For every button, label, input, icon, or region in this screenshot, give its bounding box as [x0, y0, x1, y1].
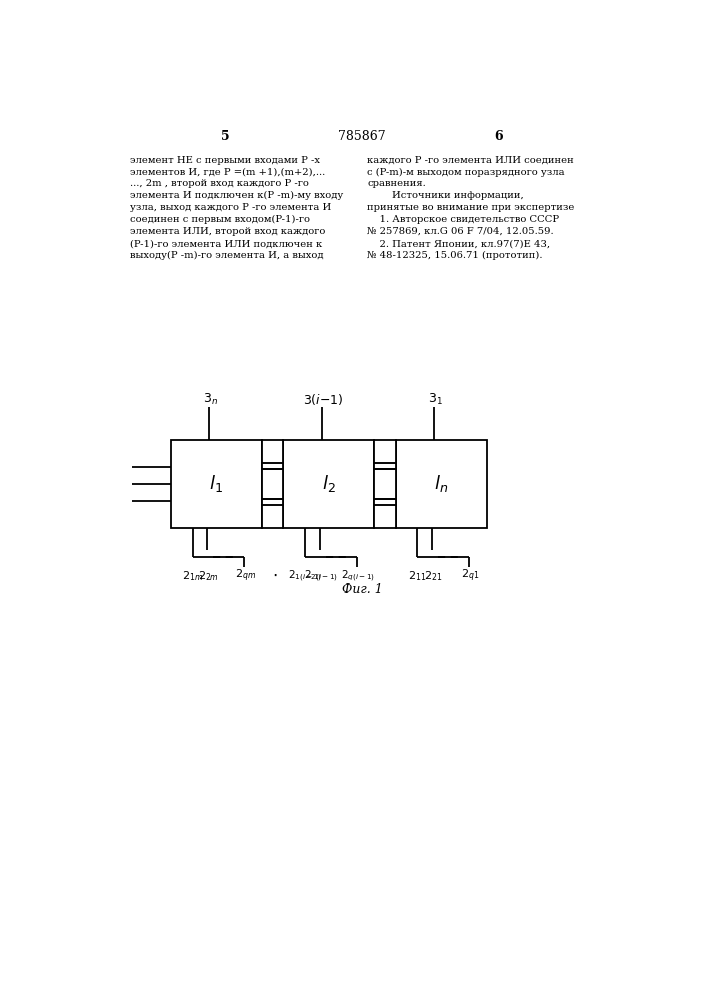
Text: $l_n$: $l_n$ [434, 473, 448, 494]
Text: 5: 5 [221, 130, 230, 143]
Bar [262, 440, 284, 528]
Text: Источники информации,: Источники информации, [368, 191, 524, 200]
Text: $3(i{-}1)$: $3(i{-}1)$ [303, 392, 344, 407]
Text: 785867: 785867 [338, 130, 386, 143]
Text: $3_1$: $3_1$ [428, 392, 443, 407]
Text: $2_{11}$: $2_{11}$ [408, 569, 426, 583]
Text: $2_{q1}$: $2_{q1}$ [462, 568, 480, 584]
Text: каждого P -го элемента ИЛИ соединен: каждого P -го элемента ИЛИ соединен [368, 156, 574, 165]
Text: $2_{1(i-1)}$: $2_{1(i-1)}$ [288, 568, 322, 584]
Text: $3_n$: $3_n$ [203, 392, 218, 407]
Text: ..., 2m , второй вход каждого P -го: ..., 2m , второй вход каждого P -го [130, 179, 309, 188]
Bar [171, 440, 262, 528]
Text: узла, выход каждого P -го элемента И: узла, выход каждого P -го элемента И [130, 203, 332, 212]
Bar [396, 440, 486, 528]
Text: элемента И подключен к(P -m)-му входу: элемента И подключен к(P -m)-му входу [130, 191, 344, 200]
Text: выходу(P -m)-го элемента И, а выход: выходу(P -m)-го элемента И, а выход [130, 251, 324, 260]
Text: $2_{2m}$: $2_{2m}$ [198, 569, 219, 583]
Text: 6: 6 [494, 130, 503, 143]
Text: $2_{q(i-1)}$: $2_{q(i-1)}$ [341, 568, 375, 584]
Text: № 48-12325, 15.06.71 (прототип).: № 48-12325, 15.06.71 (прототип). [368, 251, 543, 260]
Text: 1. Авторское свидетельство СССР: 1. Авторское свидетельство СССР [368, 215, 559, 224]
Text: № 257869, кл.G 06 F 7/04, 12.05.59.: № 257869, кл.G 06 F 7/04, 12.05.59. [368, 227, 554, 236]
Text: Фиг. 1: Фиг. 1 [341, 583, 382, 596]
Text: с (P-m)-м выходом поразрядного узла: с (P-m)-м выходом поразрядного узла [368, 167, 565, 177]
Bar [284, 440, 374, 528]
Text: (P-1)-го элемента ИЛИ подключен к: (P-1)-го элемента ИЛИ подключен к [130, 239, 322, 248]
Text: элемент НЕ с первыми входами P -х: элемент НЕ с первыми входами P -х [130, 156, 320, 165]
Text: $l_2$: $l_2$ [322, 473, 336, 494]
Text: $2_{21}$: $2_{21}$ [424, 569, 443, 583]
Text: $2_{qm}$: $2_{qm}$ [235, 568, 256, 584]
Text: $l_1$: $l_1$ [209, 473, 223, 494]
Text: 2. Патент Японии, кл.97(7)Е 43,: 2. Патент Японии, кл.97(7)Е 43, [368, 239, 551, 248]
Bar [374, 440, 396, 528]
Text: соединен с первым входом(P-1)-го: соединен с первым входом(P-1)-го [130, 215, 310, 224]
Text: элемента ИЛИ, второй вход каждого: элемента ИЛИ, второй вход каждого [130, 227, 325, 236]
Text: $2_{2(i-1)}$: $2_{2(i-1)}$ [304, 568, 338, 584]
Text: сравнения.: сравнения. [368, 179, 426, 188]
Text: $2_{1m}$: $2_{1m}$ [182, 569, 203, 583]
Text: элементов И, где P =(m +1),(m+2),...: элементов И, где P =(m +1),(m+2),... [130, 167, 325, 176]
Text: принятые во внимание при экспертизе: принятые во внимание при экспертизе [368, 203, 575, 212]
Text: $\cdot$: $\cdot$ [271, 567, 277, 584]
